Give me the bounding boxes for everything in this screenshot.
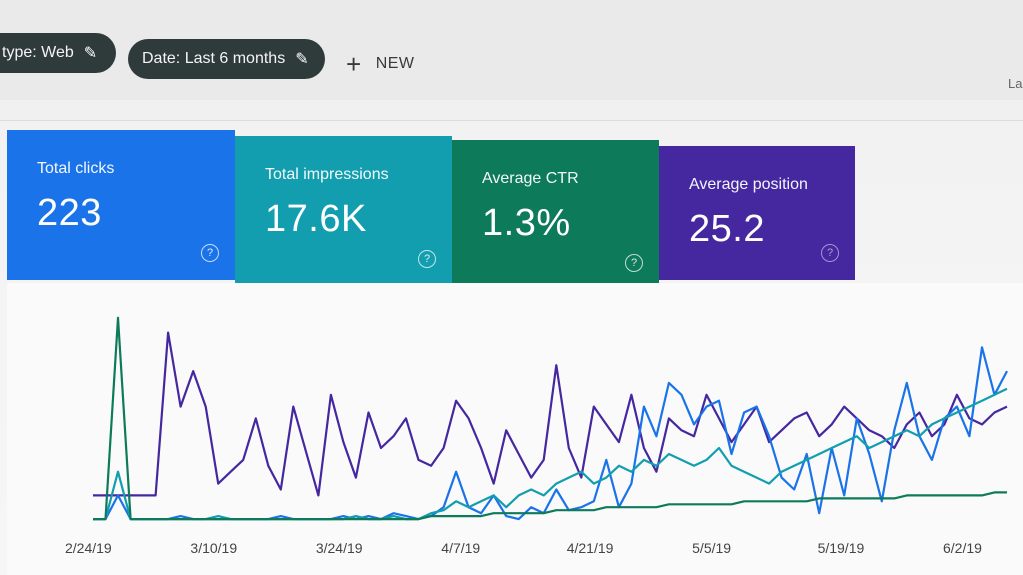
date-filter-label: Date: Last 6 months (142, 50, 286, 67)
search-type-filter-chip[interactable]: type: Web ✎ (0, 33, 116, 73)
metric-label: Total clicks (37, 160, 115, 177)
series-line-1 (93, 346, 1008, 521)
x-tick-label: 2/24/19 (65, 540, 112, 556)
new-filter-label: NEW (375, 55, 415, 72)
metric-value: 223 (37, 192, 102, 234)
metric-label: Average position (689, 176, 808, 193)
help-icon[interactable]: ? (201, 244, 219, 262)
x-tick-label: 3/10/19 (190, 540, 238, 556)
x-tick-label: 4/7/19 (441, 540, 481, 556)
series-line-0 (93, 331, 1008, 497)
x-tick-label: 3/24/19 (315, 540, 363, 556)
metric-card-total-clicks[interactable]: Total clicks 223 ? (7, 130, 235, 280)
metric-card-total-impressions[interactable]: Total impressions 17.6K ? (235, 136, 452, 286)
metric-card-average-ctr[interactable]: Average CTR 1.3% ? (452, 140, 659, 290)
metric-label: Total impressions (265, 166, 389, 183)
filter-bar: type: Web ✎ Date: Last 6 months ✎ + NEW … (0, 0, 1023, 101)
plus-icon: + (346, 49, 362, 79)
metric-cards: Total clicks 223 ? Total impressions 17.… (7, 130, 855, 290)
date-filter-chip[interactable]: Date: Last 6 months ✎ (128, 39, 325, 79)
performance-chart: 2/24/19 3/10/19 3/24/19 4/7/19 4/21/19 5/5/19… (7, 283, 1023, 575)
help-icon[interactable]: ? (625, 254, 643, 272)
last-updated-text: La (1008, 76, 1023, 91)
metric-value: 25.2 (689, 208, 765, 250)
metric-label: Average CTR (482, 170, 579, 187)
x-tick-label: 5/19/19 (817, 540, 865, 556)
search-type-filter-label: type: Web (2, 44, 74, 61)
performance-chart-svg (93, 316, 1008, 521)
new-filter-button[interactable]: + NEW (346, 49, 415, 79)
series-line-3 (93, 316, 1007, 521)
help-icon[interactable]: ? (418, 250, 436, 268)
pencil-icon[interactable]: ✎ (83, 45, 98, 62)
help-icon[interactable]: ? (821, 244, 839, 262)
metric-value: 1.3% (482, 202, 571, 244)
metric-value: 17.6K (265, 198, 367, 240)
pencil-icon[interactable]: ✎ (295, 51, 309, 68)
x-tick-label: 6/2/19 (943, 540, 982, 556)
metric-card-average-position[interactable]: Average position 25.2 ? (659, 146, 855, 280)
filter-bar-divider (0, 100, 1023, 121)
x-tick-label: 4/21/19 (566, 540, 614, 556)
x-tick-label: 5/5/19 (692, 540, 732, 556)
